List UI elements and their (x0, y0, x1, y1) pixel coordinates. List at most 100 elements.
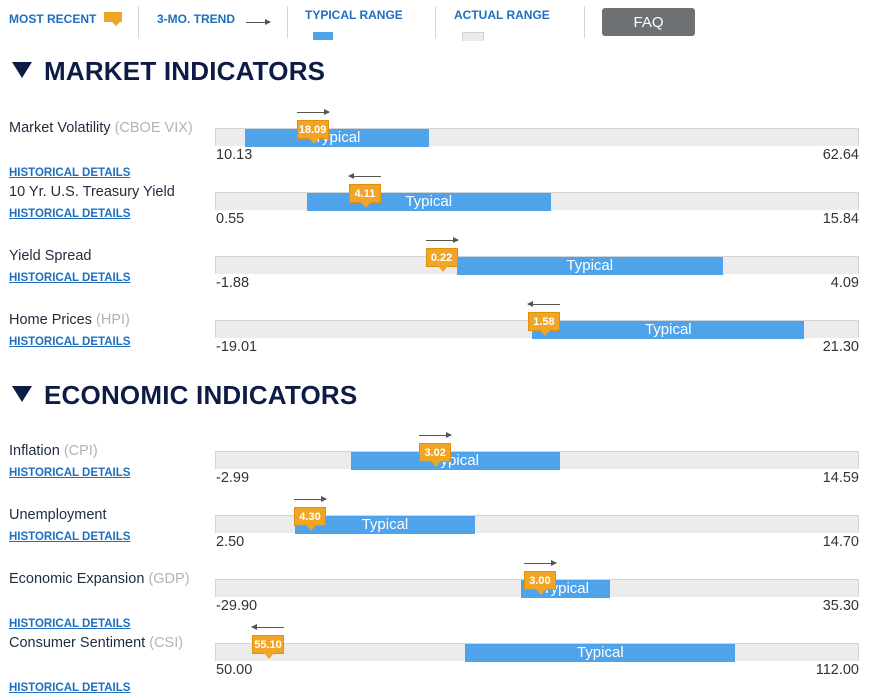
collapse-triangle-icon[interactable] (12, 62, 32, 78)
typical-range-bar: Typical (245, 129, 430, 147)
typical-range-swatch (313, 32, 333, 40)
indicator-row: 10 Yr. U.S. Treasury Yield HISTORICAL DET… (0, 173, 877, 246)
indicator-abbreviation: (HPI) (96, 312, 130, 328)
range-track: Typical (215, 128, 859, 147)
range-min-value: 50.00 (216, 662, 253, 678)
indicator-name: Inflation (CPI) (9, 441, 209, 461)
range-max-value: 4.09 (830, 275, 859, 291)
section-title: MARKET INDICATORS (12, 56, 325, 87)
typical-range-bar: Typical (306, 193, 551, 211)
range-track: Typical (215, 192, 859, 211)
current-value-marker: 0.22 (425, 248, 458, 272)
trend-arrow-left-icon (250, 624, 284, 630)
historical-details-link[interactable]: HISTORICAL DETAILS (9, 467, 131, 479)
indicator-name: 10 Yr. U.S. Treasury Yield (9, 182, 209, 202)
indicator-row: Yield Spread HISTORICAL DETAILS Typical 0.2… (0, 237, 877, 310)
typical-range-bar: Typical (456, 257, 723, 275)
legend-most-recent-label: MOST RECENT (9, 12, 97, 26)
legend-trend-label: 3-MO. TREND (157, 12, 235, 26)
trend-arrow-left-icon (526, 301, 560, 307)
indicator-label: Market Volatility (9, 120, 111, 136)
historical-details-link[interactable]: HISTORICAL DETAILS (9, 208, 131, 220)
range-min-value: 10.13 (216, 147, 253, 163)
current-value-marker: 3.00 (523, 571, 556, 595)
legend-typical-range-label: TYPICAL RANGE (305, 8, 403, 22)
indicator-name: Yield Spread (9, 246, 209, 266)
indicator-name: Unemployment (9, 505, 209, 525)
indicator-label: Inflation (9, 443, 60, 459)
range-min-value: -29.90 (216, 598, 258, 614)
section-title: ECONOMIC INDICATORS (12, 380, 357, 411)
range-min-value: -2.99 (216, 470, 250, 486)
indicator-name: Economic Expansion (GDP) (9, 569, 209, 589)
trend-arrow-right-icon (296, 109, 330, 115)
range-min-value: 0.55 (216, 211, 245, 227)
typical-range-bar: Typical (295, 516, 475, 534)
typical-range-bar: Typical (465, 644, 736, 662)
indicator-abbreviation: (CSI) (149, 635, 184, 651)
trend-arrow-icon (246, 19, 271, 25)
current-value-marker: 55.10 (251, 635, 284, 659)
indicator-label: Consumer Sentiment (9, 635, 146, 651)
current-value-marker: 4.30 (294, 507, 327, 531)
range-max-value: 15.84 (822, 211, 859, 227)
range-track: Typical (215, 515, 859, 534)
section-title-text: MARKET INDICATORS (44, 56, 326, 86)
indicator-label: Unemployment (9, 507, 107, 523)
range-min-value: -19.01 (216, 339, 258, 355)
indicator-name: Home Prices (HPI) (9, 310, 209, 330)
legend-divider (584, 6, 585, 38)
trend-arrow-right-icon (294, 496, 328, 502)
historical-details-link[interactable]: HISTORICAL DETAILS (9, 682, 131, 694)
legend-divider (435, 6, 436, 38)
legend-divider (287, 6, 288, 38)
range-min-value: 2.50 (216, 534, 245, 550)
range-max-value: 14.70 (822, 534, 859, 550)
typical-range-bar: Typical (351, 452, 560, 470)
legend-bar: MOST RECENT 3-MO. TREND TYPICAL RANGE AC… (0, 0, 877, 44)
indicator-row: Market Volatility (CBOE VIX) HISTORICAL D… (0, 109, 877, 182)
indicator-row: Home Prices (HPI) HISTORICAL DETAILS Typic… (0, 301, 877, 374)
historical-details-link[interactable]: HISTORICAL DETAILS (9, 272, 131, 284)
indicator-name: Consumer Sentiment (CSI) (9, 633, 209, 653)
current-value-marker: 18.09 (296, 120, 329, 144)
typical-range-bar: Typical (532, 321, 805, 339)
range-max-value: 62.64 (822, 147, 859, 163)
range-max-value: 21.30 (822, 339, 859, 355)
trend-arrow-right-icon (419, 432, 453, 438)
indicator-abbreviation: (GDP) (148, 571, 190, 587)
most-recent-marker-icon (104, 12, 122, 26)
indicator-abbreviation: (CPI) (63, 443, 98, 459)
range-track: Typical (215, 256, 859, 275)
actual-range-swatch (462, 32, 484, 41)
historical-details-link[interactable]: HISTORICAL DETAILS (9, 618, 131, 630)
indicator-abbreviation: (CBOE VIX) (114, 120, 193, 136)
range-max-value: 112.00 (815, 662, 859, 678)
current-value-marker: 1.58 (527, 312, 560, 336)
indicator-label: Home Prices (9, 312, 92, 328)
indicator-row: Unemployment HISTORICAL DETAILS Typical 4.3… (0, 496, 877, 569)
faq-button[interactable]: FAQ (602, 8, 695, 36)
range-track: Typical (215, 643, 859, 662)
indicator-label: Yield Spread (9, 248, 92, 264)
range-max-value: 14.59 (822, 470, 859, 486)
indicator-label: Economic Expansion (9, 571, 145, 587)
indicator-label: 10 Yr. U.S. Treasury Yield (9, 184, 175, 200)
indicator-row: Consumer Sentiment (CSI) HISTORICAL DETAI… (0, 624, 877, 697)
indicator-row: Economic Expansion (GDP) HISTORICAL DETAI… (0, 560, 877, 633)
current-value-marker: 4.11 (348, 184, 381, 208)
range-track: Typical (215, 451, 859, 470)
collapse-triangle-icon[interactable] (12, 386, 32, 402)
historical-details-link[interactable]: HISTORICAL DETAILS (9, 531, 131, 543)
trend-arrow-left-icon (347, 173, 381, 179)
historical-details-link[interactable]: HISTORICAL DETAILS (9, 167, 131, 179)
trend-arrow-right-icon (425, 237, 459, 243)
range-max-value: 35.30 (822, 598, 859, 614)
section-title-text: ECONOMIC INDICATORS (44, 380, 358, 410)
range-min-value: -1.88 (216, 275, 250, 291)
current-value-marker: 3.02 (419, 443, 452, 467)
historical-details-link[interactable]: HISTORICAL DETAILS (9, 336, 131, 348)
legend-divider (138, 6, 139, 38)
indicator-name: Market Volatility (CBOE VIX) (9, 118, 209, 138)
indicator-row: Inflation (CPI) HISTORICAL DETAILS Typical… (0, 432, 877, 505)
